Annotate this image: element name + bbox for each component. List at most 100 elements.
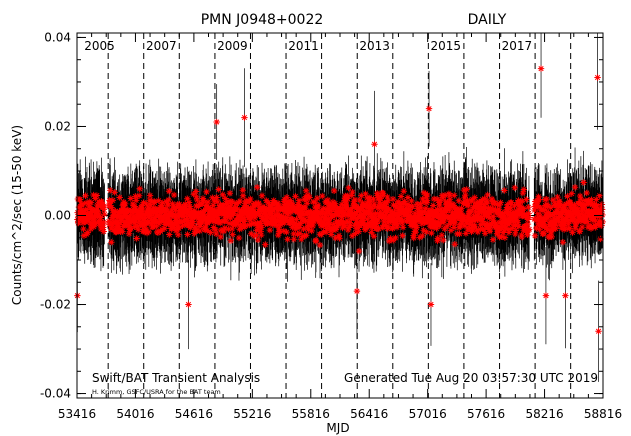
data-point (191, 210, 199, 217)
data-point (556, 204, 564, 211)
data-point (590, 208, 597, 215)
data-point (461, 222, 469, 230)
data-point (484, 191, 491, 199)
data-point (595, 207, 602, 214)
data-point (597, 219, 604, 226)
data-point (352, 230, 359, 237)
data-point (101, 211, 108, 218)
data-point (494, 201, 501, 208)
data-point (504, 201, 511, 208)
data-point (445, 201, 452, 209)
data-point (516, 211, 523, 218)
data-point (482, 208, 489, 215)
data-point (349, 188, 356, 196)
data-point (100, 224, 107, 231)
data-point (461, 214, 468, 221)
data-point (155, 197, 162, 204)
data-point (563, 214, 570, 221)
data-point (399, 224, 407, 231)
data-point (353, 225, 360, 232)
data-point (303, 196, 311, 203)
data-point (554, 206, 561, 213)
data-point (159, 199, 166, 207)
data-point (214, 198, 221, 206)
data-point (336, 235, 343, 242)
data-point (513, 210, 521, 217)
data-point (339, 205, 346, 212)
data-point (187, 224, 194, 231)
data-point (191, 230, 198, 237)
data-point (128, 218, 136, 226)
data-point (531, 206, 538, 214)
data-point (558, 225, 566, 232)
data-point (116, 194, 123, 201)
data-point (439, 219, 447, 226)
data-point (83, 206, 91, 213)
data-point (418, 220, 426, 228)
data-point (116, 219, 124, 226)
data-point (492, 219, 499, 227)
data-point (131, 219, 139, 226)
chart-title: PMN J0948+0022 (201, 12, 324, 28)
data-point (467, 209, 474, 216)
data-point (589, 211, 597, 219)
data-point (269, 221, 276, 228)
data-point (439, 194, 447, 201)
data-point (214, 214, 221, 221)
data-point (236, 225, 243, 233)
data-point (463, 186, 470, 193)
data-point (134, 223, 141, 230)
data-point (576, 192, 584, 200)
data-point (552, 200, 559, 208)
data-point (333, 224, 340, 232)
data-point (491, 199, 499, 207)
data-point (542, 206, 550, 214)
data-point (347, 210, 355, 217)
data-point (109, 214, 117, 221)
data-point (404, 201, 412, 208)
data-point (524, 220, 532, 228)
data-point (324, 196, 332, 204)
chart-subtitle: DAILY (468, 12, 507, 28)
data-point (542, 292, 550, 299)
data-point (98, 199, 106, 206)
data-point (419, 232, 426, 240)
data-point (296, 224, 303, 231)
data-point (425, 105, 433, 112)
data-point (571, 201, 578, 209)
data-point (331, 202, 338, 210)
data-point (440, 236, 447, 244)
data-point (520, 227, 527, 234)
data-point (161, 225, 168, 232)
data-point (344, 192, 352, 199)
data-point (394, 221, 401, 228)
data-point (458, 205, 465, 212)
data-point (254, 184, 261, 191)
data-point (194, 213, 201, 220)
data-point (346, 222, 354, 229)
data-point (229, 231, 236, 238)
data-point (420, 215, 427, 222)
data-point (305, 226, 312, 233)
data-point (434, 206, 441, 213)
data-point (343, 201, 350, 209)
x-tick-label: 53416 (58, 407, 96, 421)
data-point (348, 192, 355, 199)
data-point (246, 198, 253, 205)
data-point (300, 225, 307, 233)
data-point (114, 220, 122, 228)
data-point (424, 191, 431, 199)
data-point (355, 228, 362, 235)
data-point (160, 213, 167, 220)
data-point (452, 215, 460, 222)
data-point (158, 226, 166, 233)
data-point (273, 205, 280, 213)
data-point (507, 204, 514, 212)
data-point (446, 206, 453, 213)
data-point (127, 211, 134, 219)
data-point (202, 223, 209, 231)
data-point (414, 201, 422, 208)
data-point (354, 215, 361, 222)
data-point (335, 209, 342, 217)
data-point (294, 231, 301, 238)
